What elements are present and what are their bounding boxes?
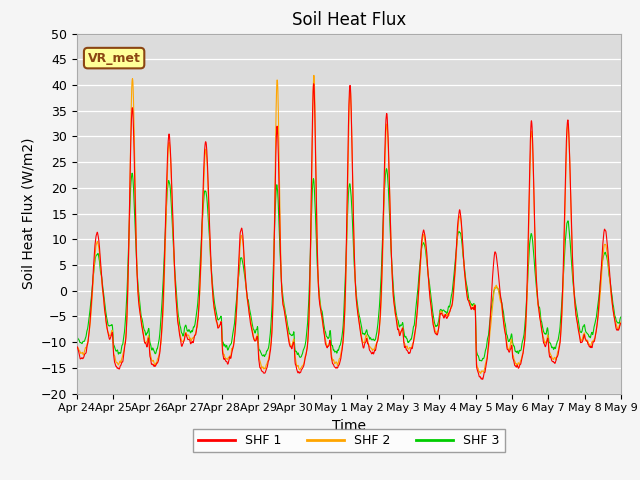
Title: Soil Heat Flux: Soil Heat Flux bbox=[292, 11, 406, 29]
Y-axis label: Soil Heat Flux (W/m2): Soil Heat Flux (W/m2) bbox=[21, 138, 35, 289]
Legend: SHF 1, SHF 2, SHF 3: SHF 1, SHF 2, SHF 3 bbox=[193, 429, 504, 452]
Text: VR_met: VR_met bbox=[88, 51, 141, 65]
X-axis label: Time: Time bbox=[332, 419, 366, 433]
